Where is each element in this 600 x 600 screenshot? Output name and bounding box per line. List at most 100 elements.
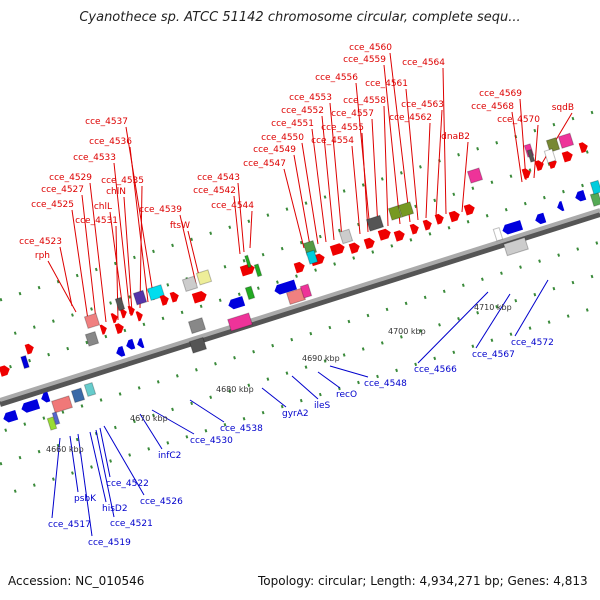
reverse-gene-arrow <box>3 409 19 423</box>
leader-line <box>189 399 225 423</box>
gene-label-reverse: cce_4538 <box>220 424 263 434</box>
leader-line <box>139 185 143 309</box>
gene-box <box>526 148 536 163</box>
reverse-gene-arrow <box>274 279 297 295</box>
forward-gene-arrow <box>561 151 573 163</box>
reverse-gene-arrow <box>21 399 41 413</box>
gene-label-forward: cce_4554 <box>311 136 354 146</box>
gene-label-reverse: hisD2 <box>102 504 128 514</box>
gene-label-reverse: cce_4522 <box>106 479 149 489</box>
gene-label-forward: cce_4555 <box>321 123 364 133</box>
gene-label-reverse: cce_4517 <box>48 520 91 530</box>
forward-gene-arrow <box>119 308 127 319</box>
reverse-gene-arrow <box>502 220 524 235</box>
leader-line <box>425 122 431 219</box>
leader-line <box>475 293 511 349</box>
reverse-gene-arrow <box>557 200 565 212</box>
gene-box <box>83 312 101 330</box>
gene-label-forward: dnaB2 <box>441 132 470 142</box>
gene-label-forward: cce_4543 <box>197 173 240 183</box>
forward-gene-arrow <box>363 237 375 250</box>
leader-line <box>291 375 319 400</box>
gene-box <box>589 179 600 195</box>
gene-box <box>244 254 252 269</box>
gene-label-reverse: cce_4566 <box>414 365 457 375</box>
gene-label-reverse: infC2 <box>158 451 181 461</box>
leader-line <box>417 291 489 364</box>
gene-label-forward: cce_4547 <box>243 159 286 169</box>
leader-line <box>329 365 369 378</box>
leader-line <box>81 194 97 321</box>
gene-label-forward: cce_4564 <box>402 58 445 68</box>
gene-box <box>70 387 86 404</box>
leader-line <box>77 433 93 537</box>
forward-gene-arrow <box>409 223 419 235</box>
gene-box <box>132 289 148 306</box>
leader-line <box>389 52 411 223</box>
label-leader-lines <box>47 52 573 537</box>
forward-gene-arrow <box>293 261 305 274</box>
map-title: Cyanothece sp. ATCC 51142 chromosome cir… <box>79 10 521 25</box>
gene-box <box>397 201 415 218</box>
leader-line <box>317 371 341 389</box>
forward-gene-arrow <box>99 324 107 335</box>
forward-gene-arrow <box>329 243 345 256</box>
gene-labels: 4660 kbp 4670 kbp 4680 kbp 4690 kbp 4700 kbp… <box>19 43 574 548</box>
reverse-gene-arrow <box>575 190 587 202</box>
forward-gene-arrow <box>578 142 588 154</box>
scale-label: 4680 kbp <box>216 385 254 394</box>
leader-line <box>179 214 197 285</box>
leader-line <box>351 145 361 235</box>
leader-line <box>383 64 401 225</box>
leader-line <box>533 124 539 179</box>
gene-label-reverse: ileS <box>314 401 331 411</box>
reverse-gene-arrow <box>535 212 547 225</box>
reverse-gene-arrow <box>126 338 136 350</box>
gene-box <box>50 395 74 414</box>
forward-gene-arrow <box>114 323 124 334</box>
forward-gene-arrow <box>169 291 179 303</box>
gene-label-forward: cce_4542 <box>193 186 236 196</box>
gene-label-reverse: psbK <box>74 494 97 504</box>
forward-gene-arrow <box>0 365 10 377</box>
gene-label-reverse: cce_4521 <box>110 519 153 529</box>
forward-gene-arrow <box>159 294 169 306</box>
gene-label-forward: cce_4537 <box>85 117 128 127</box>
gene-label-forward: cce_4556 <box>315 73 358 83</box>
gene-label-forward: sqdB <box>552 103 574 113</box>
gene-label-forward: chlN <box>106 187 126 197</box>
leader-line <box>123 196 133 313</box>
leader-line <box>103 425 145 496</box>
leader-line <box>233 195 241 255</box>
gene-label-forward: cce_4525 <box>31 200 74 210</box>
leader-line <box>435 109 443 217</box>
gene-box <box>503 236 529 257</box>
accession-text: Accession: NC_010546 <box>8 574 145 588</box>
gene-label-forward: cce_4569 <box>479 89 522 99</box>
gene-label-forward: cce_4531 <box>75 216 118 226</box>
forward-gene-arrow <box>534 160 544 171</box>
gene-label-reverse: cce_4567 <box>472 350 515 360</box>
gene-label-forward: cce_4561 <box>365 79 408 89</box>
leader-line <box>95 429 115 518</box>
forward-gene-arrow <box>393 230 405 242</box>
forward-gene-arrow <box>434 213 444 225</box>
gene-features <box>0 132 600 431</box>
scale-label: 4690 kbp <box>302 354 340 363</box>
gene-label-forward: cce_4550 <box>261 133 304 143</box>
chromosome-backbone <box>0 208 600 407</box>
gene-box <box>51 411 61 426</box>
leader-line <box>329 102 343 239</box>
gene-box <box>20 354 30 370</box>
gene-box <box>545 137 561 153</box>
gene-box <box>492 227 504 242</box>
gene-box <box>83 381 97 398</box>
leader-line <box>187 230 201 281</box>
gene-label-forward: chlL <box>94 202 112 212</box>
scale-label: 4660 kbp <box>46 445 84 454</box>
sequence-summary: Topology: circular; Length: 4,934,271 bp… <box>258 574 588 588</box>
leader-line <box>89 182 107 323</box>
gene-label-reverse: cce_4530 <box>190 436 233 446</box>
leader-line <box>59 246 73 307</box>
